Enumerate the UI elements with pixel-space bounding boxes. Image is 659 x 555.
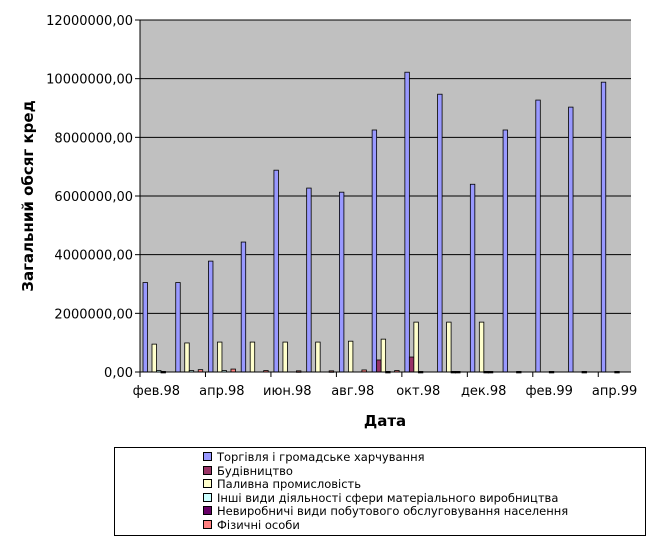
y-tick-label: 8000000,00 xyxy=(54,131,133,146)
bar-0-2 xyxy=(208,260,214,373)
x-tick-label: апр.99 xyxy=(592,384,637,399)
legend-item: Торгівля і громадське харчування xyxy=(203,451,425,464)
y-axis-label: Загальний обсяг кред xyxy=(19,100,37,291)
bar-0-1 xyxy=(175,282,181,373)
legend-item: Будівництво xyxy=(203,463,293,478)
y-tick-label: 12000000,00 xyxy=(46,14,133,29)
legend-swatch xyxy=(203,452,212,461)
bar-2-6 xyxy=(347,340,354,373)
legend-swatch xyxy=(203,479,212,489)
legend-swatch xyxy=(203,506,212,516)
chart-svg: 0,00 2000000,00 4000000,00 6000000,00 800000… xyxy=(19,14,637,430)
bar-0-14 xyxy=(600,81,607,373)
bar-2-3 xyxy=(249,341,256,373)
bar-0-11 xyxy=(502,129,508,373)
legend-label: Інші види діяльності сфери матеріального… xyxy=(217,490,559,505)
bar-2-10 xyxy=(478,321,485,373)
legend-label: Паливна промисловість xyxy=(217,477,362,492)
bar-2-4 xyxy=(282,341,288,373)
y-tick-label: 4000000,00 xyxy=(54,249,133,264)
bar-2-7 xyxy=(380,338,387,373)
bar-0-10 xyxy=(469,183,476,373)
bar-2-1 xyxy=(184,342,190,373)
bar-0-3 xyxy=(240,241,247,373)
bar-2-9 xyxy=(446,321,452,373)
y-tick-label: 2000000,00 xyxy=(54,307,133,322)
bar-0-13 xyxy=(568,106,574,373)
bar-2-8 xyxy=(413,321,419,373)
bar-0-4 xyxy=(273,169,279,373)
bar-0-6 xyxy=(338,191,345,373)
bar-0-9 xyxy=(437,93,443,373)
y-tick-label: 10000000,00 xyxy=(46,73,133,88)
x-tick-label: дек.98 xyxy=(461,384,507,399)
legend-item: Інші види діяльності сфери матеріального… xyxy=(203,490,559,505)
y-tick-label: 0,00 xyxy=(104,366,133,381)
bar-0-8 xyxy=(404,71,410,373)
bar-1-8 xyxy=(408,356,415,373)
legend-swatch xyxy=(203,520,212,529)
bar-0-5 xyxy=(306,187,312,373)
x-tick-label: июн.98 xyxy=(263,384,312,399)
legend-swatch xyxy=(203,492,212,502)
bar-0-7 xyxy=(371,129,378,373)
bar-1-7 xyxy=(376,359,382,373)
legend-item: Невиробничі види побутового обслуговуван… xyxy=(203,505,568,518)
x-tick-label: фев.99 xyxy=(525,384,572,399)
x-tick-label: фев.98 xyxy=(133,384,180,399)
legend-label: Фізичні особи xyxy=(217,518,300,532)
legend-label: Торгівля і громадське харчування xyxy=(217,450,425,464)
y-tick-label: 6000000,00 xyxy=(54,190,133,205)
bar-2-2 xyxy=(217,341,223,373)
bar-0-12 xyxy=(535,99,541,373)
legend-label: Невиробничі види побутового обслуговуван… xyxy=(217,504,569,519)
x-tick-label: апр.98 xyxy=(199,384,244,399)
legend: Торгівля і громадське харчування Будівниц… xyxy=(114,447,646,536)
bar-0-0 xyxy=(142,282,148,373)
x-tick-label: окт.98 xyxy=(396,384,440,399)
x-tick-label: авг.98 xyxy=(331,384,374,399)
legend-item: Фізичні особи xyxy=(203,519,300,532)
legend-label: Будівництво xyxy=(217,463,293,478)
legend-item: Паливна промисловість xyxy=(203,478,361,491)
bar-2-5 xyxy=(315,341,321,373)
x-axis-label: Дата xyxy=(364,412,406,430)
legend-swatch xyxy=(203,465,212,475)
bar-2-0 xyxy=(151,343,157,373)
